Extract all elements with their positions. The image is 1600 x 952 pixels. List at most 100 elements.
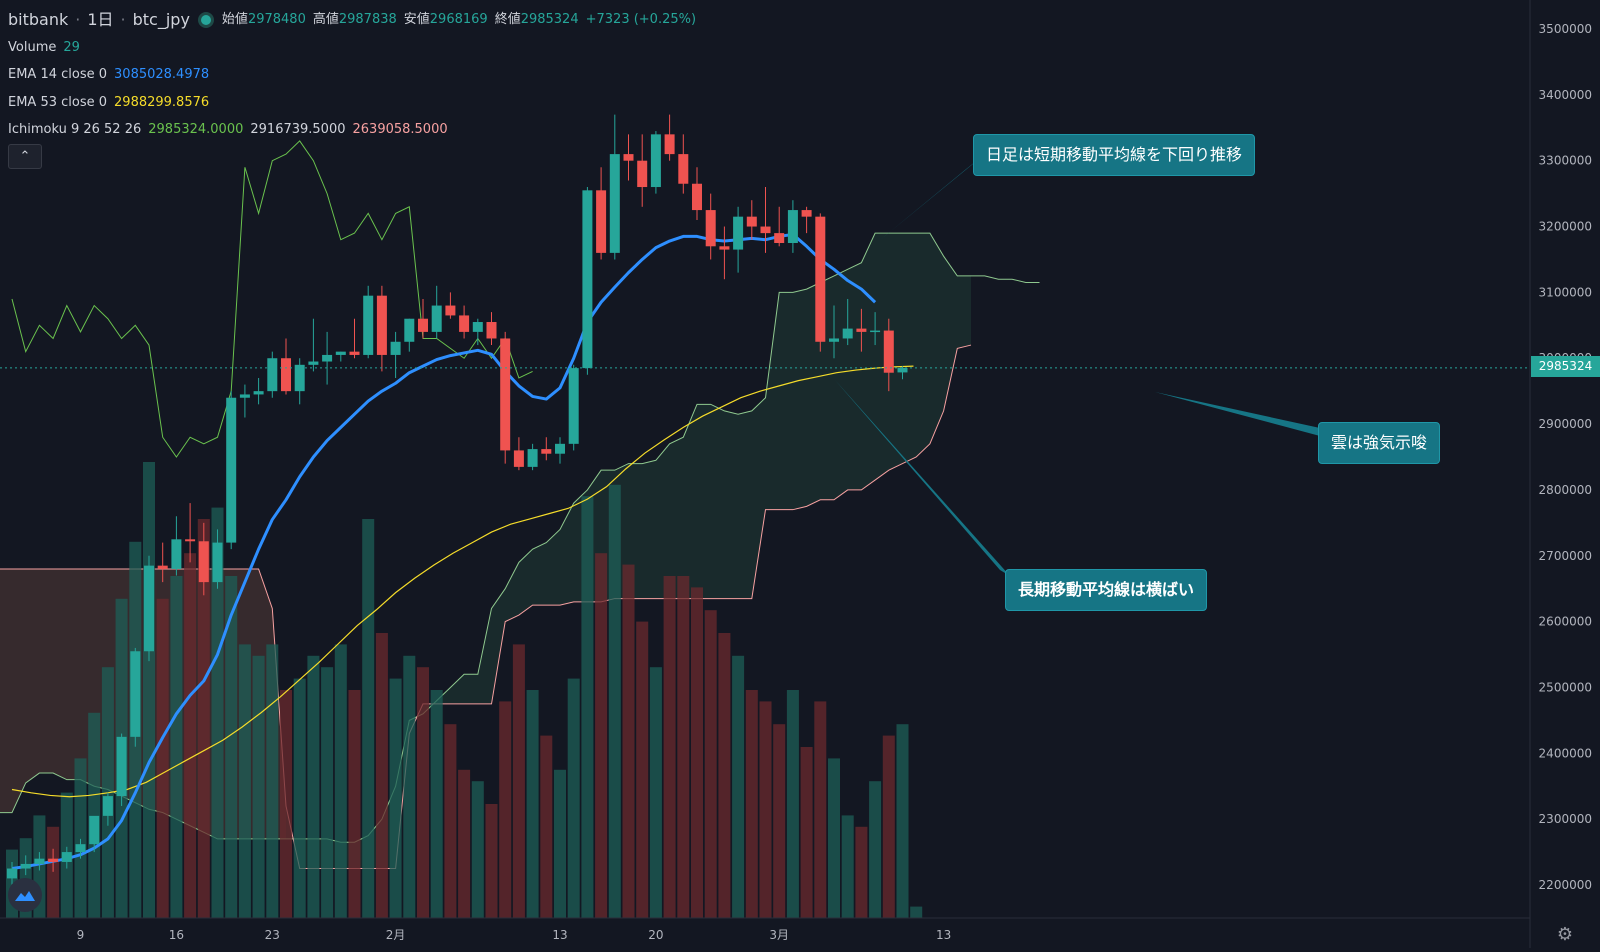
volume-bar <box>170 576 183 918</box>
volume-bar <box>759 701 772 918</box>
candle-body <box>719 246 730 250</box>
candle-body <box>253 391 264 395</box>
callout-short-ma: 日足は短期移動平均線を下回り推移 <box>973 134 1256 176</box>
volume-bar <box>526 690 539 918</box>
volume-bar <box>225 576 238 918</box>
volume-bar <box>389 678 402 918</box>
candle-body <box>870 330 881 333</box>
ichimoku-value-1: 2985324.0000 <box>148 122 244 137</box>
candle-body <box>61 852 72 862</box>
open-value: 2978480 <box>247 12 306 27</box>
x-tick-label: 13 <box>936 928 951 942</box>
volume-bar <box>595 553 608 918</box>
collapse-legend-button[interactable]: ⌃ <box>8 144 42 169</box>
volume-bar <box>704 610 717 918</box>
volume-bar <box>581 496 594 918</box>
candle-body <box>582 190 593 369</box>
volume-bar <box>334 644 347 918</box>
candle-body <box>322 354 333 362</box>
ema14-legend[interactable]: EMA 14 close 0 3085028.4978 <box>8 61 696 89</box>
high-value: 2987838 <box>338 12 397 27</box>
ema53-legend[interactable]: EMA 53 close 0 2988299.8576 <box>8 89 696 117</box>
y-tick-label: 3400000 <box>1539 88 1592 102</box>
ema14-label: EMA 14 close 0 <box>8 67 108 82</box>
volume-bar <box>74 758 87 918</box>
volume-bar <box>485 804 498 918</box>
y-tick-label: 2500000 <box>1539 680 1592 694</box>
volume-bar <box>417 667 429 918</box>
volume-bar <box>855 826 868 918</box>
volume-bar <box>814 701 827 918</box>
volume-bar <box>745 690 758 918</box>
volume-legend[interactable]: Volume 29 <box>8 34 696 62</box>
open-label: 始値 <box>221 12 248 27</box>
candle-body <box>527 449 538 467</box>
candle-body <box>212 542 223 583</box>
candle-body <box>541 449 552 454</box>
y-tick-label: 2300000 <box>1539 812 1592 826</box>
candle-body <box>34 858 45 864</box>
volume-bar <box>238 644 251 918</box>
volume-bar <box>512 644 525 918</box>
candle-body <box>609 154 620 253</box>
gear-icon[interactable]: ⚙ <box>1556 924 1574 945</box>
candle-body <box>376 295 387 355</box>
volume-bar <box>197 519 210 918</box>
volume-bar <box>471 781 484 918</box>
callout-long-ma: 長期移動平均線は横ばい <box>1005 569 1208 611</box>
volume-bar <box>608 484 621 918</box>
candle-body <box>116 736 127 797</box>
y-tick-label: 3200000 <box>1539 220 1592 234</box>
y-tick-label: 2800000 <box>1539 483 1592 497</box>
x-tick-label: 9 <box>77 928 85 942</box>
candle-body <box>596 190 607 253</box>
candle-body <box>637 160 648 188</box>
volume-bar <box>718 633 731 918</box>
candle-body <box>239 394 250 398</box>
volume-bar <box>156 598 169 918</box>
candle-body <box>130 651 141 737</box>
ichimoku-value-3: 2639058.5000 <box>352 122 448 137</box>
candle-body <box>760 226 771 234</box>
volume-bar <box>211 507 224 918</box>
volume-bar <box>143 462 155 918</box>
candle-body <box>705 210 716 247</box>
volume-bar <box>184 553 197 918</box>
candle-body <box>650 134 661 188</box>
candle-body <box>102 796 113 816</box>
x-tick-label: 20 <box>648 928 663 942</box>
market-status-icon <box>200 14 211 25</box>
candle-body <box>294 364 305 392</box>
volume-bar <box>882 735 895 918</box>
volume-bar <box>540 735 553 918</box>
candle-body <box>459 315 470 332</box>
volume-bar <box>910 906 923 918</box>
ichimoku-legend[interactable]: Ichimoku 9 26 52 26 2985324.0000 2916739… <box>8 116 696 144</box>
candle-body <box>555 443 565 454</box>
volume-bar <box>348 690 361 918</box>
ema53-line <box>11 365 914 798</box>
symbol-name[interactable]: btc_jpy <box>132 10 190 29</box>
volume-bar <box>430 690 443 918</box>
tradingview-logo-icon[interactable] <box>8 878 42 912</box>
candle-body <box>664 134 675 155</box>
volume-bar <box>88 712 101 918</box>
x-tick-label: 23 <box>265 928 280 942</box>
candle-body <box>746 216 757 227</box>
interval-label[interactable]: 1日 <box>87 10 114 29</box>
volume-bar <box>786 690 799 918</box>
y-tick-label: 3500000 <box>1539 22 1592 36</box>
candle-body <box>829 338 839 342</box>
chikou-span-line <box>11 140 533 458</box>
volume-bar <box>458 769 471 918</box>
candle-body <box>226 397 237 543</box>
candle-body <box>568 368 579 444</box>
candle-body <box>48 858 59 862</box>
volume-bar <box>622 564 635 918</box>
candle-body <box>185 539 196 542</box>
volume-bar <box>252 655 265 918</box>
volume-bar <box>362 519 375 918</box>
candle-body <box>335 351 346 355</box>
